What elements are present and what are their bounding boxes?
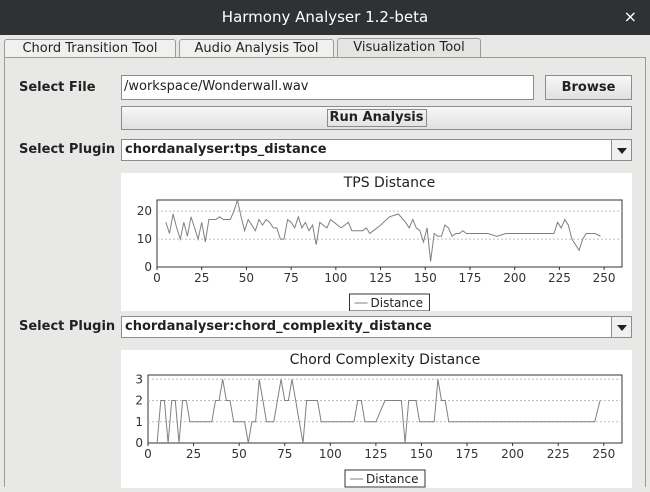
run-analysis-label: Run Analysis	[326, 109, 427, 127]
x-tick-label: 75	[283, 271, 298, 285]
plugin-select-1[interactable]: chordanalyser:tps_distance	[121, 139, 632, 161]
x-tick-label: 0	[153, 271, 161, 285]
y-tick-label: 10	[137, 232, 152, 246]
series-line	[165, 198, 601, 262]
y-tick-label: 20	[137, 204, 152, 218]
x-tick-label: 225	[548, 271, 571, 285]
select-file-label: Select File	[19, 80, 96, 95]
x-tick-label: 175	[456, 447, 479, 461]
visualization-panel: Select File /workspace/Wonderwall.wav Br…	[4, 57, 646, 488]
x-tick-label: 200	[503, 271, 526, 285]
window-title: Harmony Analyser 1.2-beta	[221, 8, 429, 26]
x-tick-label: 125	[364, 447, 387, 461]
x-tick-label: 150	[414, 271, 437, 285]
plugin-select-2-value: chordanalyser:chord_complexity_distance	[125, 319, 432, 334]
tps-distance-chart: TPS Distance 0 10 20 0 25 50 75 100 125 150 175 200 2…	[121, 173, 632, 312]
x-tick-label: 200	[501, 447, 524, 461]
tab-chord-transition-tool[interactable]: Chord Transition Tool	[4, 39, 176, 59]
select-plugin-label-1: Select Plugin	[19, 142, 116, 157]
browse-button[interactable]: Browse	[545, 75, 632, 100]
select-plugin-label-2: Select Plugin	[19, 319, 116, 334]
file-path-input[interactable]: /workspace/Wonderwall.wav	[121, 75, 534, 100]
chord-complexity-plot: Chord Complexity Distance 0 1 2 3 0 25 50 75 100 1…	[135, 352, 623, 488]
chord-complexity-chart: Chord Complexity Distance 0 1 2 3 0 25 50 75 100 1…	[121, 350, 632, 488]
run-analysis-button[interactable]: Run Analysis	[121, 106, 632, 130]
y-tick-label: 0	[144, 260, 152, 274]
plot-area	[147, 374, 623, 444]
x-tick-label: 50	[232, 447, 247, 461]
y-tick-label: 0	[135, 436, 143, 450]
x-tick-label: 250	[592, 447, 615, 461]
x-tick-label: 250	[593, 271, 616, 285]
chart-title: Chord Complexity Distance	[290, 352, 481, 368]
close-icon[interactable]: ×	[623, 7, 637, 26]
x-tick-label: 150	[410, 447, 433, 461]
x-tick-label: 25	[194, 271, 209, 285]
x-tick-label: 100	[324, 271, 347, 285]
plugin-select-1-value: chordanalyser:tps_distance	[125, 142, 327, 157]
legend-label: Distance	[366, 472, 418, 486]
y-tick-label: 2	[135, 394, 143, 408]
tab-visualization-tool[interactable]: Visualization Tool	[337, 38, 481, 59]
chart-title: TPS Distance	[343, 175, 436, 191]
plugin-select-2[interactable]: chordanalyser:chord_complexity_distance	[121, 316, 632, 338]
x-tick-label: 100	[319, 447, 342, 461]
legend-label: Distance	[371, 296, 423, 310]
y-tick-label: 3	[135, 372, 143, 386]
y-tick-label: 1	[135, 415, 143, 429]
tab-audio-analysis-tool[interactable]: Audio Analysis Tool	[179, 39, 334, 59]
series-line	[156, 379, 601, 444]
x-tick-label: 125	[369, 271, 392, 285]
x-tick-label: 50	[239, 271, 254, 285]
chevron-down-icon[interactable]	[611, 140, 631, 160]
tab-bar: Chord Transition Tool Audio Analysis Too…	[0, 35, 650, 59]
x-tick-label: 175	[459, 271, 482, 285]
x-tick-label: 75	[277, 447, 292, 461]
x-tick-label: 0	[144, 447, 152, 461]
chevron-down-icon[interactable]	[611, 317, 631, 337]
title-bar: Harmony Analyser 1.2-beta ×	[0, 0, 650, 35]
x-tick-label: 25	[186, 447, 201, 461]
x-tick-label: 225	[547, 447, 570, 461]
